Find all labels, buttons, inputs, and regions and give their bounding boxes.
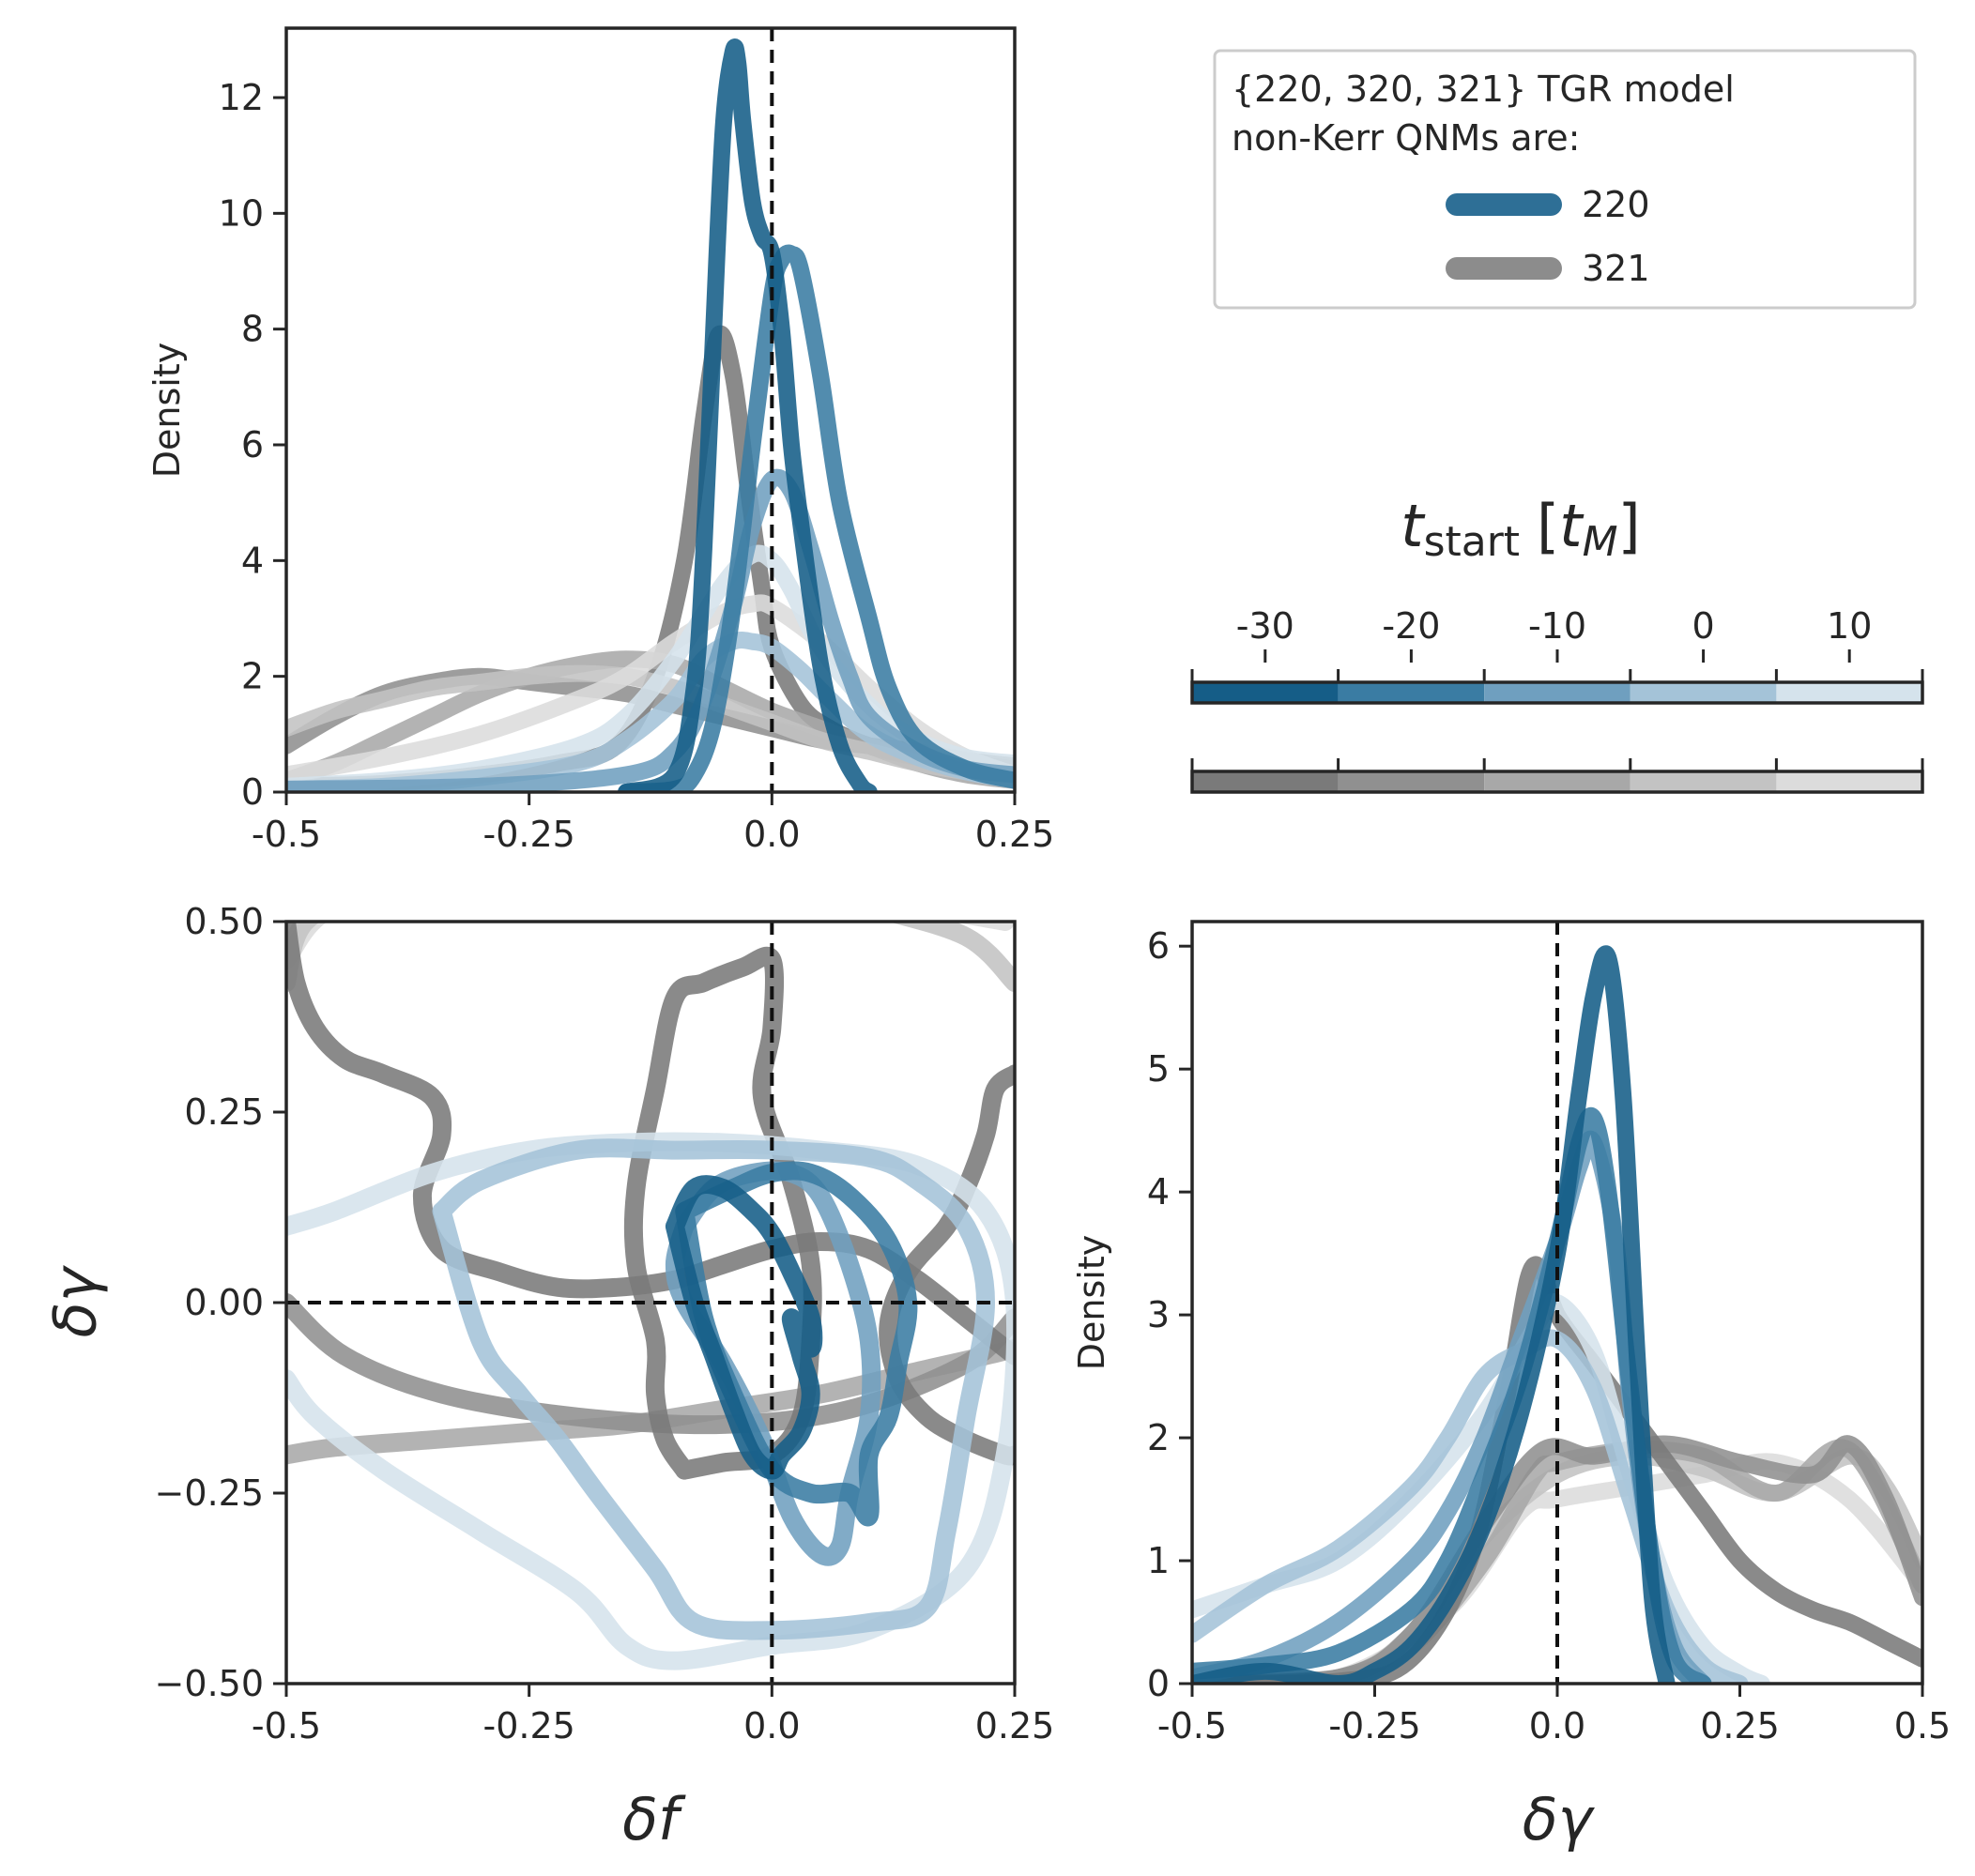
panel-bottom-right: -0.5 -0.25 0.0 0.25 0.5 0 1 2 3 4 5 6 δγ Density: [1071, 920, 1951, 1853]
colorbar-label-open: [: [1537, 492, 1559, 560]
y-tick-label: 6: [241, 424, 264, 465]
colorbar-segment: [1192, 682, 1339, 703]
contour-lines: [286, 922, 1015, 1684]
density-lines-df: [286, 28, 1015, 792]
y-tick-label: 0: [241, 771, 264, 813]
axis-ticks: -0.5 -0.25 0.0 0.25 0 2 4 6 8 10 12: [219, 77, 1055, 855]
legend-title-line2: non-Kerr QNMs are:: [1232, 117, 1580, 159]
y-tick-label: −0.50: [155, 1663, 264, 1704]
colorbar-frame: [1190, 680, 1924, 705]
panel-bottom-left: -0.5 -0.25 0.0 0.25 −0.50 −0.25 0.00 0.25 0.50 δ…: [41, 901, 1055, 1853]
density-lines-dg: [1192, 922, 1922, 1684]
colorbar-label: tstart [tM]: [1401, 492, 1640, 566]
y-tick-label: 0: [1147, 1663, 1170, 1704]
series-line-blue-11: [665, 1175, 823, 1480]
legend: {220, 320, 321} TGR model non-Kerr QNMs …: [1213, 49, 1917, 310]
x-tick-label: 0.0: [1529, 1705, 1585, 1746]
colorbar-label-sub: start: [1424, 518, 1520, 566]
colorbar-segment: [1776, 682, 1922, 703]
series-line-blue-8: [432, 1138, 995, 1640]
series-line-gray-3: [286, 1293, 1015, 1435]
colorbar-tick-label: -20: [1382, 605, 1440, 647]
colorbar-tick-label: 10: [1827, 605, 1872, 647]
panel-top-left: -0.5 -0.25 0.0 0.25 0 2 4 6 8 10 12 Density: [146, 26, 1055, 855]
colorbar-segment: [1338, 771, 1485, 792]
axis-ticks: -0.5 -0.25 0.0 0.25 0.5 0 1 2 3 4 5 6: [1147, 925, 1951, 1746]
x-axis-label: δγ: [1523, 1785, 1596, 1853]
x-tick-label: 0.0: [743, 1705, 800, 1746]
colorbar-tick-label: -30: [1236, 605, 1294, 647]
y-tick-label: 2: [241, 656, 264, 697]
colorbar-label-close: ]: [1618, 492, 1641, 560]
series-line-gray-0: [286, 922, 1015, 969]
x-tick-label: -0.25: [1328, 1705, 1420, 1746]
legend-label-220: 220: [1582, 184, 1650, 225]
y-tick-label: 3: [1147, 1294, 1170, 1335]
y-tick-label: 0.25: [184, 1091, 264, 1133]
colorbar-segment: [1484, 682, 1631, 703]
colorbar: tstart [tM] -30 -20 -10 0 10: [1190, 492, 1924, 794]
series-line-blue-8: [618, 244, 1015, 792]
colorbar-tick-label: 0: [1692, 605, 1715, 647]
series-line-gray-4: [286, 922, 1015, 1365]
colorbar-segment: [1630, 682, 1777, 703]
y-tick-label: 6: [1147, 925, 1170, 967]
colorbar-tick-labels: -30 -20 -10 0 10: [1236, 605, 1872, 663]
series-line-blue-9: [1192, 945, 1676, 1684]
series-line-blue-9: [618, 38, 878, 792]
x-axis-label: δf: [622, 1785, 686, 1853]
x-tick-label: 0.25: [975, 814, 1055, 855]
y-tick-label: 10: [219, 192, 264, 234]
y-axis-label: δγ: [41, 1264, 110, 1337]
colorbar-segment: [1776, 771, 1922, 792]
y-tick-label: 5: [1147, 1048, 1170, 1090]
x-tick-label: 0.25: [1700, 1705, 1780, 1746]
y-tick-label: 0.50: [184, 901, 264, 942]
colorbar-label-unit-sub: M: [1583, 518, 1618, 566]
y-axis-label: Density: [1071, 1235, 1112, 1370]
x-tick-label: -0.5: [1157, 1705, 1227, 1746]
y-tick-label: 4: [241, 540, 264, 581]
series-line-gray-1: [286, 922, 1015, 992]
y-axis-label: Density: [146, 343, 188, 478]
y-tick-label: 2: [1147, 1417, 1170, 1458]
x-tick-label: -0.5: [252, 814, 321, 855]
colorbar-segment: [1484, 771, 1631, 792]
colorbar-321: [1190, 758, 1924, 794]
colorbar-label-t: t: [1401, 492, 1426, 560]
x-tick-label: -0.25: [483, 814, 575, 855]
y-tick-label: −0.25: [155, 1472, 264, 1514]
x-tick-label: 0.0: [743, 814, 800, 855]
series-line-blue-7: [286, 468, 1015, 792]
y-tick-label: 12: [219, 77, 264, 118]
x-tick-label: 0.25: [975, 1705, 1055, 1746]
x-tick-label: 0.5: [1894, 1705, 1951, 1746]
colorbar-segment: [1338, 682, 1485, 703]
legend-title-line1: {220, 320, 321} TGR model: [1232, 69, 1735, 110]
axis-ticks: -0.5 -0.25 0.0 0.25 −0.50 −0.25 0.00 0.25 0.50: [155, 901, 1055, 1746]
colorbar-segment: [1192, 771, 1339, 792]
axes-frame: [284, 26, 1017, 794]
colorbar-frame: [1190, 770, 1924, 794]
colorbar-tick-label: -10: [1528, 605, 1586, 647]
y-tick-label: 1: [1147, 1540, 1170, 1581]
y-tick-label: 4: [1147, 1171, 1170, 1213]
colorbar-label-unit-t: t: [1559, 492, 1585, 560]
legend-label-321: 321: [1582, 248, 1650, 289]
colorbar-segment: [1630, 771, 1777, 792]
legend-frame: [1213, 49, 1917, 310]
colorbar-220: [1190, 669, 1924, 705]
y-tick-label: 8: [241, 309, 264, 350]
x-tick-label: -0.25: [483, 1705, 575, 1746]
y-tick-label: 0.00: [184, 1282, 264, 1323]
x-tick-label: -0.5: [252, 1705, 321, 1746]
